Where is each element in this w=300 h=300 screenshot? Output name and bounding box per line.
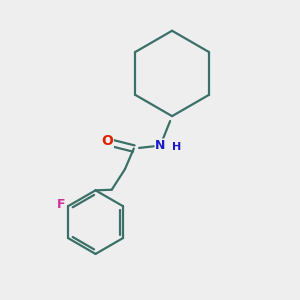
Text: N: N — [155, 139, 166, 152]
Text: O: O — [101, 134, 113, 148]
Text: H: H — [172, 142, 181, 152]
Text: F: F — [56, 198, 65, 211]
